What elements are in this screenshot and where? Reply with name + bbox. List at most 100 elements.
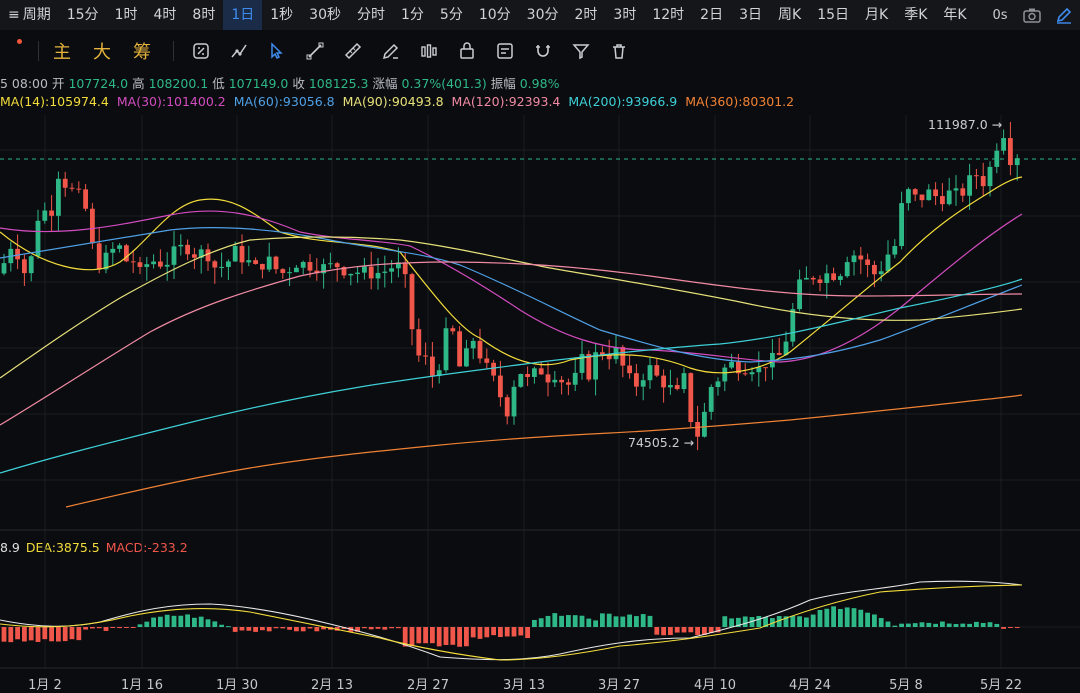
macd-bar (783, 616, 789, 627)
period-20[interactable]: 月K (865, 7, 889, 23)
candle-body (164, 264, 170, 267)
macd-bar (232, 627, 238, 632)
candle-body (892, 246, 898, 255)
candle-body (980, 176, 986, 187)
macd-bar (314, 627, 320, 632)
magnet-icon[interactable] (530, 38, 556, 64)
high-label: 高 (132, 76, 145, 91)
macd-bar (321, 627, 326, 630)
period-9[interactable]: 1分 (401, 7, 424, 23)
period-2[interactable]: 1时 (114, 7, 138, 23)
measure-icon[interactable] (226, 38, 252, 64)
x-tick-label: 3月 13 (503, 678, 545, 693)
indicator-toggle-2[interactable]: 筹 (133, 42, 151, 63)
macd-bar (872, 614, 877, 627)
candle-body (253, 260, 258, 264)
period-14[interactable]: 3时 (613, 7, 637, 23)
macd-bar (124, 627, 129, 628)
period-4[interactable]: 8时 (192, 7, 216, 23)
macd-bar (572, 615, 578, 627)
period-17[interactable]: 3日 (739, 7, 763, 23)
candle-body (328, 263, 333, 265)
period-8[interactable]: 分时 (357, 7, 385, 23)
trash-icon[interactable] (606, 38, 632, 64)
line-tool-icon[interactable] (302, 38, 328, 64)
candle-body (341, 267, 347, 276)
period-11[interactable]: 10分 (478, 7, 511, 23)
period-10[interactable]: 5分 (439, 7, 463, 23)
macd-bar (627, 614, 632, 627)
candles-icon[interactable] (416, 38, 442, 64)
close-value: 108125.3 (308, 76, 369, 91)
period-22[interactable]: 年K (943, 7, 967, 23)
period-15[interactable]: 12时 (652, 7, 685, 23)
macd-bar (470, 627, 476, 638)
macd-bar (654, 627, 660, 635)
candle-body (294, 267, 299, 273)
candle-body (912, 189, 918, 195)
macd-bar (130, 627, 136, 628)
ma-label-5: MA(200):93966.9 (568, 94, 678, 109)
period-13[interactable]: 2时 (574, 7, 598, 23)
macd-bar (566, 615, 571, 627)
period-12[interactable]: 30分 (526, 7, 559, 23)
period-3[interactable]: 4时 (153, 7, 177, 23)
candle-body (491, 362, 496, 376)
candle-body (504, 397, 510, 417)
candle-body (1008, 138, 1013, 166)
macd-bar (695, 627, 700, 636)
period-5[interactable]: 1日 (223, 0, 263, 30)
period-18[interactable]: 周K (778, 7, 802, 23)
candle-body (226, 261, 231, 267)
macd-bar (42, 627, 48, 640)
candle-body (858, 255, 864, 260)
macd-bar (525, 627, 530, 639)
period-19[interactable]: 15日 (817, 7, 850, 23)
pencil-icon[interactable] (378, 38, 404, 64)
macd-bar (640, 614, 646, 627)
ruler-icon[interactable] (340, 38, 366, 64)
period-1[interactable]: 15分 (66, 7, 99, 23)
macd-bar (1014, 627, 1020, 628)
filter-icon[interactable] (568, 38, 594, 64)
period-21[interactable]: 季K (904, 7, 928, 23)
candle-body (668, 385, 673, 388)
macd-bar (586, 618, 592, 627)
candle-body (144, 264, 150, 267)
candle-body (804, 277, 809, 280)
macd-bar (844, 607, 850, 627)
macd-bar (396, 627, 401, 629)
candle-body (736, 361, 741, 374)
macd-bar (702, 627, 707, 636)
period-7[interactable]: 30秒 (309, 7, 341, 23)
candle-body (946, 190, 952, 205)
candle-body (219, 266, 224, 268)
cursor-icon[interactable] (264, 38, 290, 64)
period-0[interactable]: 周期 (0, 0, 59, 30)
period-16[interactable]: 2日 (700, 7, 724, 23)
macd-bar (634, 616, 639, 627)
candle-body (593, 352, 598, 380)
edit-icon[interactable] (1048, 0, 1080, 30)
indicator-toggle-1[interactable]: 大 (93, 42, 111, 63)
macd-bar (559, 615, 564, 627)
flip-icon[interactable] (188, 38, 214, 64)
macd-bar (287, 627, 292, 630)
candle-body (300, 262, 306, 268)
ma-line-1 (0, 210, 1023, 363)
candle-body (940, 196, 945, 205)
notes-icon[interactable] (492, 38, 518, 64)
macd-bar (919, 622, 925, 627)
ma-line-2 (0, 227, 1023, 363)
indicator-toggle-0[interactable]: 主 (53, 42, 71, 63)
x-tick-label: 1月 16 (121, 678, 163, 693)
macd-bar (770, 618, 775, 627)
lock-icon[interactable] (454, 38, 480, 64)
period-6[interactable]: 1秒 (270, 7, 294, 23)
candle-body (647, 365, 653, 381)
macd-label-1: DEA:3875.5 (25, 540, 100, 555)
camera-icon[interactable] (1016, 0, 1048, 30)
macd-bar (62, 627, 68, 642)
candle-body (960, 188, 966, 196)
